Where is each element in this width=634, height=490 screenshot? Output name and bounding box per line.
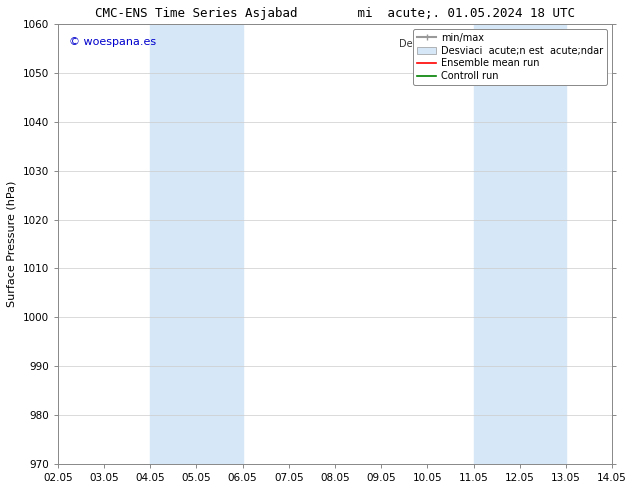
Text: Desviaci  acute;n est  acute;ndar: Desviaci acute;n est acute;ndar	[399, 39, 561, 49]
Bar	[150, 24, 243, 464]
Title: CMC-ENS Time Series Asjabad        mi  acute;. 01.05.2024 18 UTC: CMC-ENS Time Series Asjabad mi acute;. 0…	[95, 7, 575, 20]
Text: © woespana.es: © woespana.es	[69, 37, 156, 47]
Bar	[474, 24, 566, 464]
Legend: min/max, Desviaci  acute;n est  acute;ndar, Ensemble mean run, Controll run: min/max, Desviaci acute;n est acute;ndar…	[413, 29, 607, 85]
Y-axis label: Surface Pressure (hPa): Surface Pressure (hPa)	[7, 181, 17, 307]
